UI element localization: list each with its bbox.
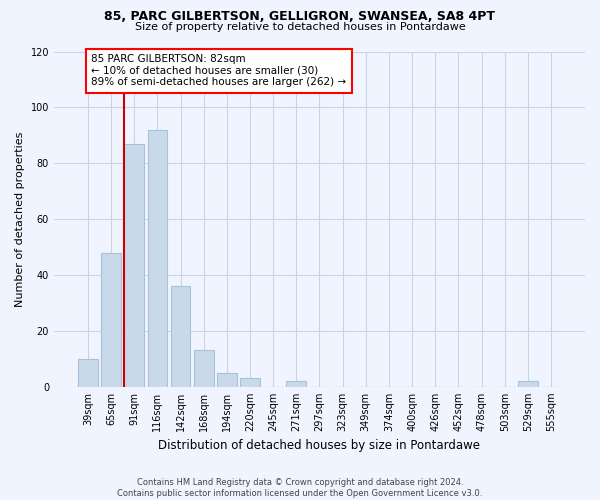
Bar — [286, 381, 306, 387]
Bar — [170, 286, 190, 387]
Text: Contains HM Land Registry data © Crown copyright and database right 2024.
Contai: Contains HM Land Registry data © Crown c… — [118, 478, 482, 498]
Text: 85, PARC GILBERTSON, GELLIGRON, SWANSEA, SA8 4PT: 85, PARC GILBERTSON, GELLIGRON, SWANSEA,… — [104, 10, 496, 23]
Text: Size of property relative to detached houses in Pontardawe: Size of property relative to detached ho… — [134, 22, 466, 32]
Bar — [217, 373, 236, 387]
X-axis label: Distribution of detached houses by size in Pontardawe: Distribution of detached houses by size … — [158, 440, 481, 452]
Bar — [240, 378, 260, 387]
Bar — [194, 350, 214, 387]
Bar — [78, 359, 98, 387]
Bar — [148, 130, 167, 387]
Text: 85 PARC GILBERTSON: 82sqm
← 10% of detached houses are smaller (30)
89% of semi-: 85 PARC GILBERTSON: 82sqm ← 10% of detac… — [91, 54, 347, 88]
Bar — [518, 381, 538, 387]
Bar — [101, 252, 121, 387]
Bar — [124, 144, 144, 387]
Y-axis label: Number of detached properties: Number of detached properties — [15, 132, 25, 307]
